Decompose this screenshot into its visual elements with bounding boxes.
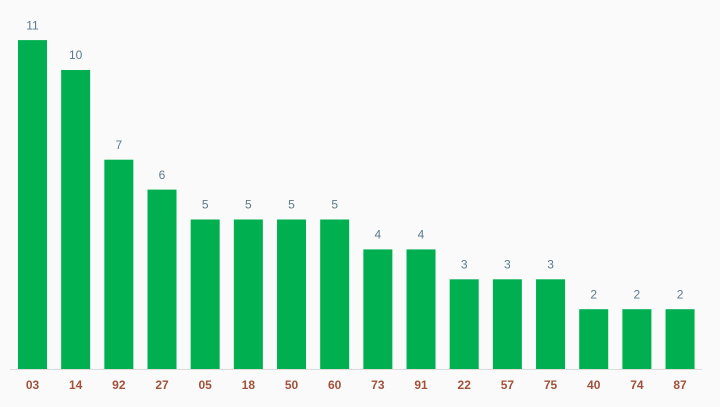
bar (622, 309, 652, 369)
value-label: 3 (504, 257, 511, 271)
x-tick-label: 22 (458, 378, 472, 392)
value-label: 7 (115, 138, 122, 152)
bar (190, 219, 220, 369)
x-tick-label: 50 (285, 378, 299, 392)
value-label: 5 (202, 198, 209, 212)
bar (277, 219, 307, 369)
bar (406, 249, 436, 369)
x-tick-label: 73 (371, 378, 385, 392)
x-tick-label: 87 (673, 378, 687, 392)
x-tick-label: 05 (199, 378, 213, 392)
x-tick-label: 27 (155, 378, 169, 392)
bar (18, 40, 47, 369)
bar (147, 189, 177, 369)
value-label: 3 (547, 257, 554, 271)
x-tick-label: 60 (328, 378, 342, 392)
x-tick-label: 40 (587, 378, 601, 392)
value-label: 5 (245, 198, 252, 212)
value-label: 2 (590, 287, 597, 301)
value-label: 5 (331, 198, 338, 212)
value-label: 2 (634, 287, 641, 301)
x-tick-label: 57 (501, 378, 515, 392)
bar (492, 279, 522, 369)
x-tick-label: 75 (544, 378, 558, 392)
value-label: 4 (375, 228, 382, 242)
bar (579, 309, 609, 369)
value-label: 10 (69, 48, 83, 62)
value-label: 3 (461, 257, 468, 271)
bar (104, 159, 134, 369)
bar (449, 279, 479, 369)
bar (665, 309, 695, 369)
value-label: 6 (159, 168, 166, 182)
bar (233, 219, 263, 369)
value-label: 5 (288, 198, 295, 212)
bar (536, 279, 566, 369)
x-tick-label: 91 (414, 378, 428, 392)
x-tick-label: 18 (242, 378, 256, 392)
x-tick-label: 03 (26, 378, 40, 392)
value-label: 2 (677, 287, 684, 301)
bar (61, 70, 91, 369)
x-tick-label: 14 (69, 378, 83, 392)
bar (363, 249, 393, 369)
value-label: 11 (26, 18, 39, 32)
bar (320, 219, 350, 369)
x-tick-label: 74 (630, 378, 644, 392)
x-tick-label: 92 (112, 378, 126, 392)
value-label: 4 (418, 228, 425, 242)
